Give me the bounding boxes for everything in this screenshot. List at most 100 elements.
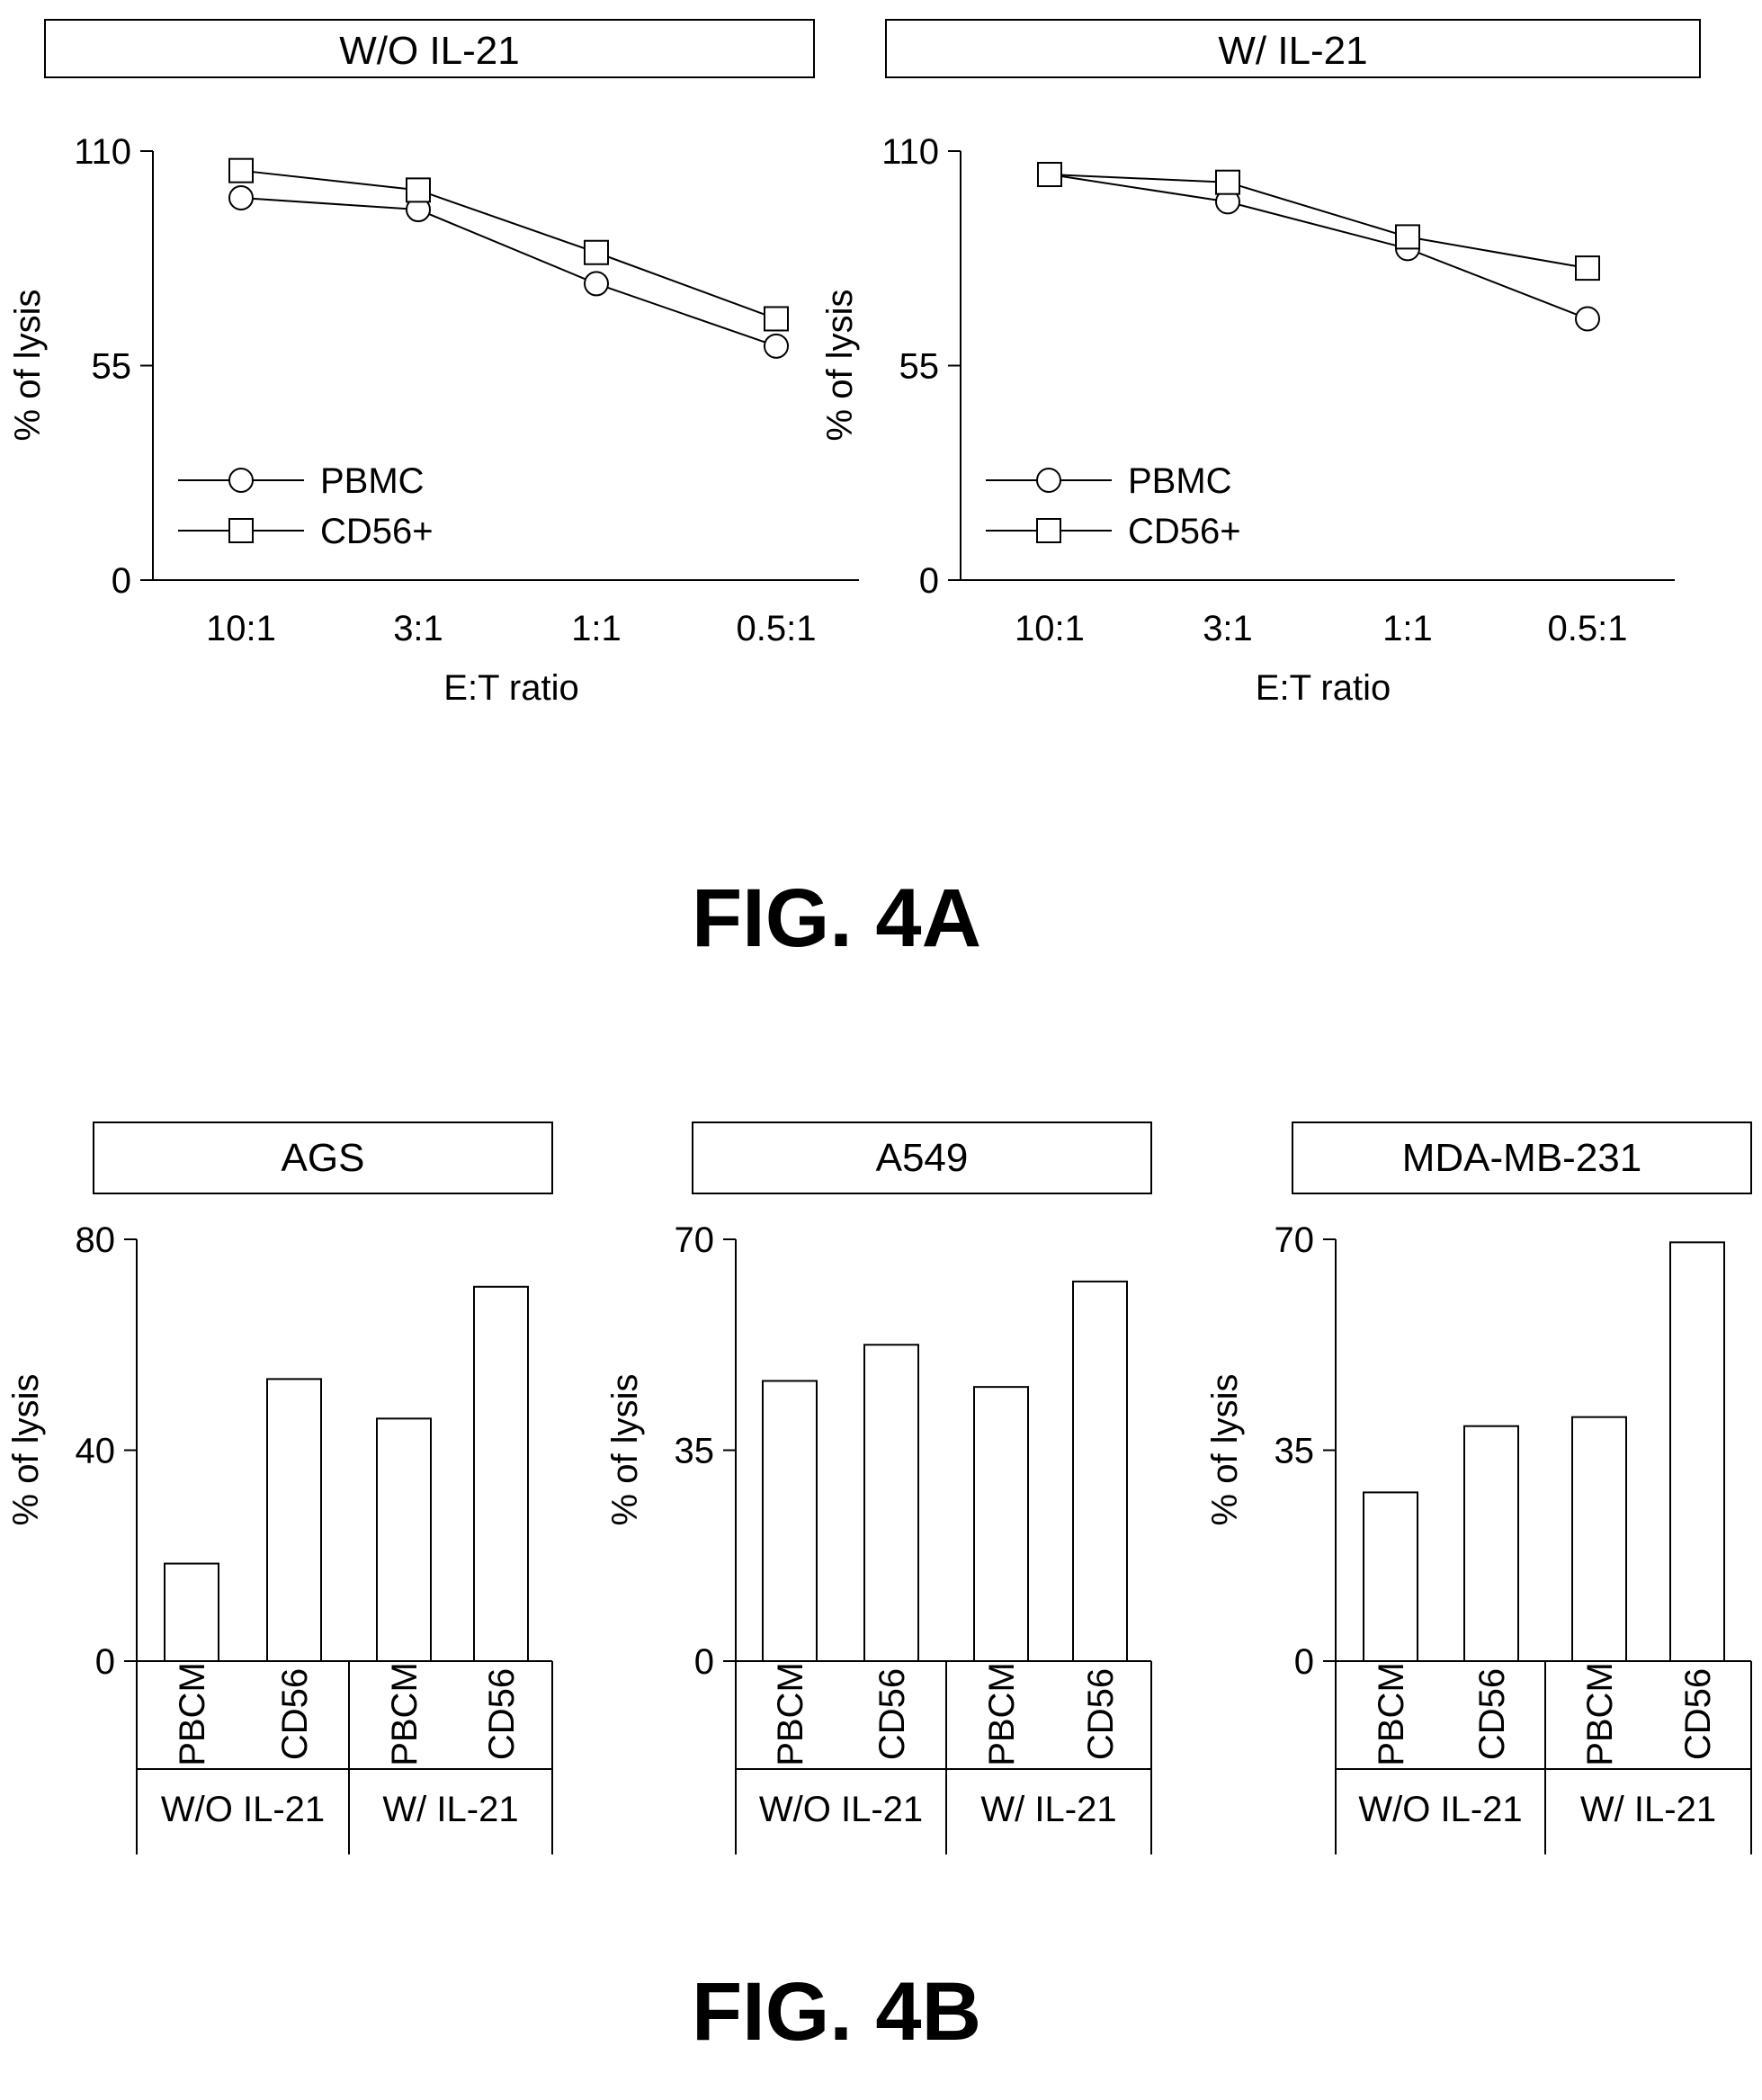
data-point-square bbox=[1037, 162, 1062, 188]
chart-title: MDA-MB-231 bbox=[1402, 1136, 1642, 1180]
figure-4b: AGS 0 40 80 % of lysis PBCM CD56 PBCM CD56 W/O IL… bbox=[6, 1121, 1752, 1854]
x-category-label: PBCM bbox=[771, 1662, 810, 1766]
chart-title-box bbox=[93, 1121, 553, 1194]
data-point-square bbox=[1215, 169, 1240, 195]
figure-4a: W/O IL-21 0 55 110 10:1 3:1 1:1 0.5:1 E:T ratio%… bbox=[8, 19, 1701, 708]
x-category-label: CD56 bbox=[872, 1668, 912, 1760]
series-line-pbmc bbox=[1049, 174, 1588, 320]
bar bbox=[1571, 1416, 1627, 1663]
bar bbox=[266, 1378, 322, 1662]
legend-marker-square bbox=[228, 518, 254, 543]
x-category-label: PBCM bbox=[982, 1662, 1022, 1766]
data-point-square bbox=[406, 177, 431, 203]
bar-chart-3: A549 0 35 70 % of lysis PBCM CD56 PBCM CD56 W/O I… bbox=[605, 1121, 1152, 1854]
data-point-square bbox=[1395, 224, 1420, 250]
legend-marker-square bbox=[1036, 518, 1061, 543]
bar bbox=[863, 1344, 919, 1662]
legend-marker-circle bbox=[1036, 468, 1061, 493]
data-point-circle bbox=[584, 271, 609, 297]
y-tick-label: 0 bbox=[694, 1642, 714, 1682]
y-tick-label: 35 bbox=[675, 1432, 715, 1471]
bar bbox=[1363, 1491, 1418, 1663]
y-tick-label: 110 bbox=[74, 132, 131, 172]
y-axis-label: % of lysis bbox=[605, 1374, 645, 1526]
data-point-circle bbox=[764, 333, 789, 359]
series-line-pbmc bbox=[240, 197, 777, 347]
chart-title-box bbox=[1292, 1121, 1752, 1194]
data-point-square bbox=[228, 157, 254, 183]
figure-label-4b: FIG. 4B bbox=[692, 1966, 981, 2058]
chart-title: W/O IL-21 bbox=[339, 29, 520, 73]
x-axis-label: E:T ratio bbox=[1256, 668, 1391, 708]
group-label: W/ IL-21 bbox=[1580, 1790, 1716, 1829]
chart-title: W/ IL-21 bbox=[1218, 29, 1367, 73]
bar bbox=[973, 1386, 1029, 1663]
chart-title-box bbox=[44, 19, 815, 78]
group-label: W/O IL-21 bbox=[1358, 1790, 1522, 1829]
line-chart-1: W/ IL-21 0 55 110 10:1 3:1 1:1 0.5:1 E:T ratio % … bbox=[820, 19, 1701, 708]
legend-label: CD56+ bbox=[320, 512, 434, 551]
series-line-cd56 bbox=[240, 169, 777, 320]
x-tick-label: 3:1 bbox=[393, 609, 443, 648]
x-tick-label: 0.5:1 bbox=[1548, 609, 1628, 648]
group-label: W/O IL-21 bbox=[759, 1790, 923, 1829]
y-tick-label: 110 bbox=[881, 132, 939, 172]
y-tick-label: 55 bbox=[899, 347, 940, 387]
chart-title: A549 bbox=[876, 1136, 969, 1180]
legend-label: PBMC bbox=[1128, 461, 1232, 501]
data-point-square bbox=[764, 306, 789, 332]
group-label: W/O IL-21 bbox=[161, 1790, 325, 1829]
legend-label: PBMC bbox=[320, 461, 425, 501]
x-tick-label: 1:1 bbox=[571, 609, 622, 648]
y-axis-label: % of lysis bbox=[1205, 1374, 1245, 1526]
x-category-label: PBCM bbox=[1580, 1662, 1620, 1766]
y-tick-label: 0 bbox=[95, 1642, 115, 1682]
bar bbox=[1072, 1280, 1128, 1663]
x-tick-label: 3:1 bbox=[1203, 609, 1253, 648]
x-tick-label: 0.5:1 bbox=[737, 609, 817, 648]
bar bbox=[376, 1417, 432, 1662]
x-tick-label: 10:1 bbox=[206, 609, 276, 648]
chart-title: AGS bbox=[282, 1136, 365, 1180]
legend-label: CD56+ bbox=[1128, 512, 1241, 551]
group-label: W/ IL-21 bbox=[980, 1790, 1116, 1829]
y-tick-label: 0 bbox=[919, 561, 939, 601]
y-tick-label: 80 bbox=[76, 1220, 116, 1260]
y-tick-label: 35 bbox=[1275, 1432, 1315, 1471]
y-tick-label: 70 bbox=[675, 1220, 715, 1260]
bar bbox=[164, 1562, 219, 1662]
y-axis-label: % of lysis bbox=[8, 290, 48, 442]
line-chart-0: W/O IL-21 0 55 110 10:1 3:1 1:1 0.5:1 E:T ratio%… bbox=[8, 19, 859, 708]
bar bbox=[1463, 1425, 1519, 1662]
x-tick-label: 10:1 bbox=[1015, 609, 1085, 648]
x-axis-label: E:T ratio bbox=[443, 668, 578, 708]
bar bbox=[762, 1380, 818, 1662]
bar-chart-4: MDA-MB-231 0 35 70 % of lysis PBCM CD56 PBCM CD5… bbox=[1205, 1121, 1752, 1854]
y-tick-label: 55 bbox=[92, 347, 132, 387]
x-tick-label: 1:1 bbox=[1382, 609, 1433, 648]
x-category-label: PBCM bbox=[1372, 1662, 1411, 1766]
x-category-label: PBCM bbox=[385, 1662, 425, 1766]
data-point-circle bbox=[228, 185, 254, 211]
x-category-label: PBCM bbox=[173, 1662, 212, 1766]
x-category-label: CD56 bbox=[482, 1668, 522, 1760]
bar-chart-2: AGS 0 40 80 % of lysis PBCM CD56 PBCM CD56 W/O IL… bbox=[6, 1121, 553, 1854]
x-category-label: CD56 bbox=[1678, 1668, 1718, 1760]
y-axis-label: % of lysis bbox=[6, 1374, 46, 1526]
legend-marker-circle bbox=[228, 468, 254, 493]
bar bbox=[473, 1285, 529, 1662]
x-category-label: CD56 bbox=[1081, 1668, 1121, 1760]
x-category-label: CD56 bbox=[275, 1668, 315, 1760]
y-tick-label: 40 bbox=[76, 1432, 116, 1471]
y-axis-label: % of lysis bbox=[820, 290, 860, 442]
bar bbox=[1669, 1241, 1725, 1662]
y-tick-label: 0 bbox=[1294, 1642, 1314, 1682]
y-tick-label: 0 bbox=[112, 561, 131, 601]
chart-title-box bbox=[885, 19, 1701, 78]
chart-title-box bbox=[692, 1121, 1152, 1194]
data-point-circle bbox=[1575, 306, 1600, 332]
group-label: W/ IL-21 bbox=[382, 1790, 518, 1829]
data-point-square bbox=[584, 239, 609, 265]
data-point-square bbox=[1575, 255, 1600, 281]
